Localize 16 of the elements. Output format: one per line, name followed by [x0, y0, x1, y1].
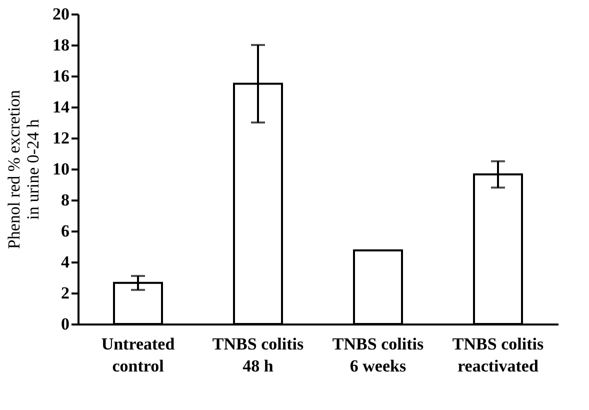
y-axis-title: Phenol red % excretion in urine 0-24 h: [4, 89, 42, 250]
y-tick-label: 20: [52, 4, 70, 24]
y-tick-label: 4: [61, 252, 70, 272]
y-tick-label: 0: [61, 314, 70, 334]
y-tick-label: 2: [61, 284, 70, 302]
x-tick-label: TNBS colitis 6 weeks: [332, 334, 424, 376]
x-tick-label: Untreated control: [101, 334, 176, 376]
y-tick-label: 6: [61, 222, 70, 240]
y-tick-label: 8: [61, 190, 70, 210]
y-tick-label: 10: [52, 160, 70, 178]
x-tick-label: TNBS colitis reactivated: [452, 334, 544, 376]
y-tick-label: 16: [52, 66, 70, 86]
y-tick-label: 12: [52, 128, 70, 148]
x-tick-label: TNBS colitis 48 h: [212, 334, 304, 376]
y-tick-label: 18: [52, 36, 70, 54]
y-tick-label: 14: [52, 98, 70, 116]
